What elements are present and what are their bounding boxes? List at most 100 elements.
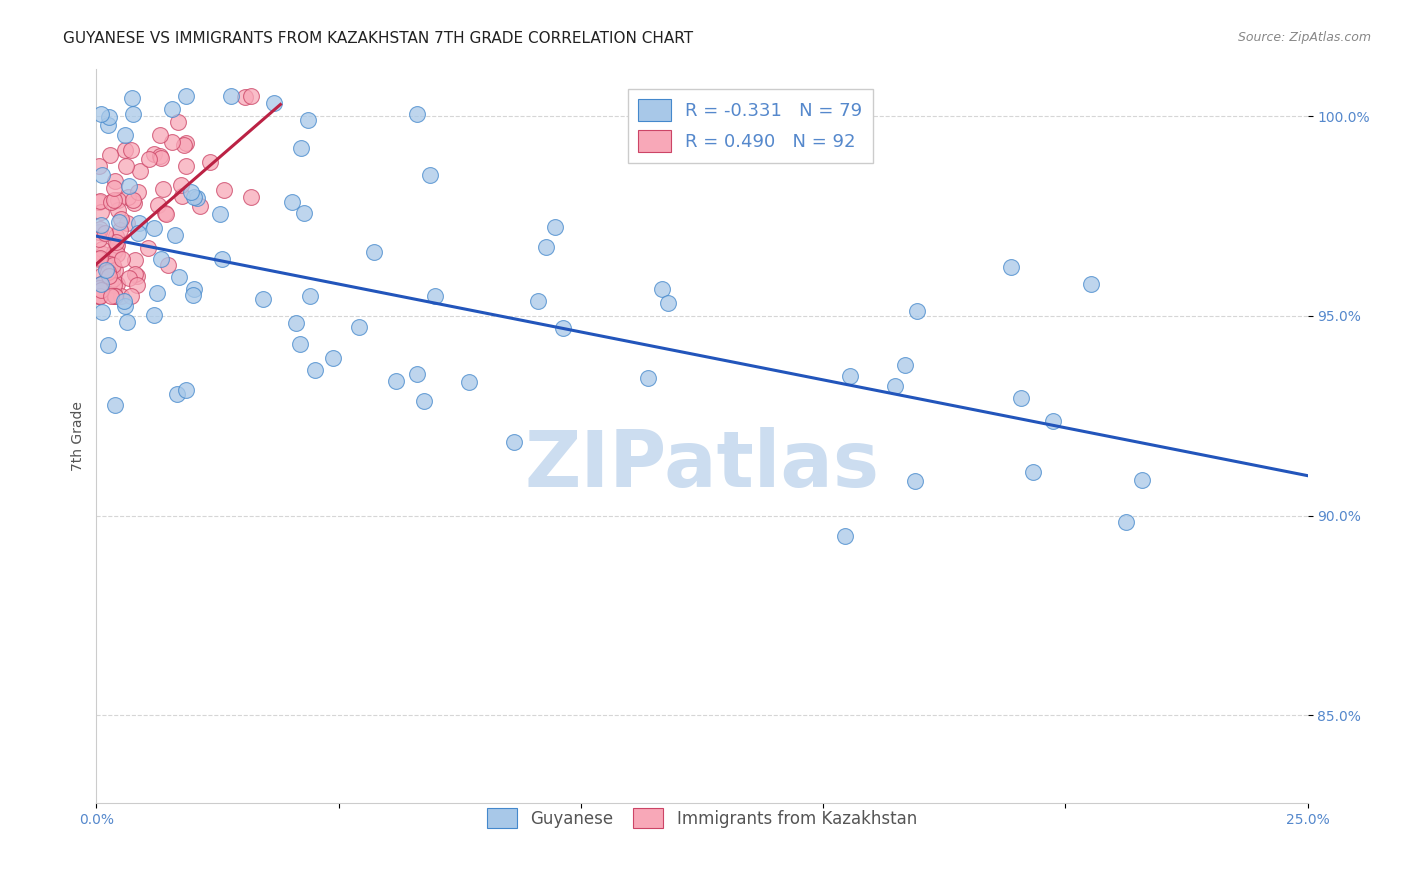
Point	[124, 252, 146, 267]
Point	[904, 474, 927, 488]
Point	[103, 244, 125, 259]
Point	[1000, 260, 1022, 275]
Point	[118, 271, 141, 285]
Point	[103, 193, 125, 207]
Point	[239, 190, 262, 204]
Point	[115, 159, 138, 173]
Point	[103, 272, 125, 286]
Point	[233, 90, 256, 104]
Point	[120, 289, 142, 303]
Point	[107, 214, 129, 228]
Point	[551, 321, 574, 335]
Point	[125, 269, 148, 284]
Point	[87, 225, 110, 239]
Point	[98, 276, 121, 290]
Point	[104, 398, 127, 412]
Point	[146, 285, 169, 300]
Point	[183, 282, 205, 296]
Point	[136, 241, 159, 255]
Point	[304, 362, 326, 376]
Point	[285, 316, 308, 330]
Point	[97, 338, 120, 352]
Point	[124, 267, 146, 281]
Point	[363, 245, 385, 260]
Point	[100, 264, 122, 278]
Point	[138, 152, 160, 166]
Point	[288, 336, 311, 351]
Point	[292, 206, 315, 220]
Point	[183, 190, 205, 204]
Point	[103, 278, 125, 293]
Point	[122, 106, 145, 120]
Point	[176, 89, 198, 103]
Point	[90, 205, 112, 219]
Point	[322, 351, 344, 365]
Point	[110, 211, 132, 226]
Point	[290, 141, 312, 155]
Point	[181, 288, 204, 302]
Point	[214, 183, 236, 197]
Point	[128, 216, 150, 230]
Point	[107, 193, 129, 207]
Point	[162, 102, 184, 116]
Point	[107, 203, 129, 218]
Point	[347, 320, 370, 334]
Point	[114, 128, 136, 142]
Point	[221, 89, 243, 103]
Point	[87, 252, 110, 266]
Point	[384, 374, 406, 388]
Point	[405, 367, 427, 381]
Point	[104, 242, 127, 256]
Point	[834, 529, 856, 543]
Text: GUYANESE VS IMMIGRANTS FROM KAZAKHSTAN 7TH GRADE CORRELATION CHART: GUYANESE VS IMMIGRANTS FROM KAZAKHSTAN 7…	[63, 31, 693, 46]
Point	[115, 315, 138, 329]
Point	[1021, 465, 1043, 479]
Point	[100, 289, 122, 303]
Point	[104, 289, 127, 303]
Point	[149, 128, 172, 143]
Point	[89, 194, 111, 208]
Point	[198, 155, 221, 169]
Point	[651, 281, 673, 295]
Point	[90, 168, 112, 182]
Point	[91, 242, 114, 256]
Point	[1115, 515, 1137, 529]
Point	[90, 277, 112, 292]
Point	[94, 253, 117, 268]
Point	[104, 174, 127, 188]
Y-axis label: 7th Grade: 7th Grade	[72, 401, 86, 471]
Point	[425, 289, 447, 303]
Point	[111, 252, 134, 266]
Point	[98, 257, 121, 271]
Point	[105, 277, 128, 291]
Point	[105, 247, 128, 261]
Point	[104, 263, 127, 277]
Point	[173, 138, 195, 153]
Point	[87, 194, 110, 209]
Point	[117, 190, 139, 204]
Point	[252, 293, 274, 307]
Point	[108, 223, 131, 237]
Point	[534, 240, 557, 254]
Point	[103, 180, 125, 194]
Point	[1080, 277, 1102, 291]
Point	[170, 178, 193, 192]
Point	[127, 186, 149, 200]
Point	[90, 277, 112, 291]
Point	[97, 110, 120, 124]
Point	[1130, 473, 1153, 487]
Point	[239, 89, 262, 103]
Point	[89, 289, 111, 303]
Point	[188, 199, 211, 213]
Point	[91, 283, 114, 297]
Point	[637, 371, 659, 385]
Point	[121, 91, 143, 105]
Point	[1010, 391, 1032, 405]
Point	[163, 227, 186, 242]
Point	[122, 194, 145, 208]
Point	[209, 206, 232, 220]
Point	[105, 237, 128, 252]
Point	[90, 219, 112, 233]
Point	[89, 222, 111, 236]
Point	[180, 185, 202, 199]
